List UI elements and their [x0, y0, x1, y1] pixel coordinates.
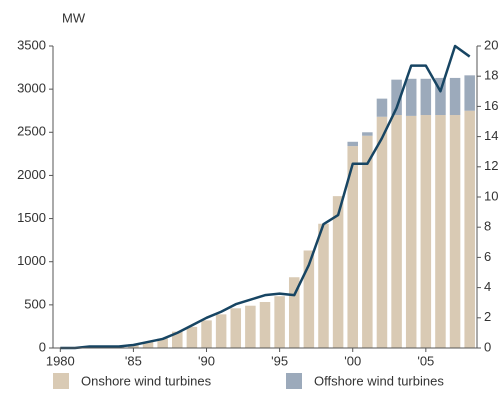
- bar: [172, 331, 183, 348]
- bar: [362, 132, 373, 136]
- line: [60, 44, 471, 350]
- bar: [391, 79, 402, 116]
- bar: [288, 277, 300, 348]
- bar: [303, 250, 315, 348]
- y2-tick-label: 12: [484, 158, 498, 173]
- y-tick-label: 1000: [17, 253, 46, 268]
- bar: [201, 320, 212, 348]
- bar: [186, 326, 198, 348]
- x-tick-label: '95: [271, 353, 288, 368]
- bar: [435, 115, 446, 349]
- x-tick-label: 1980: [46, 353, 75, 368]
- bar: [405, 78, 417, 116]
- bar: [347, 146, 358, 348]
- bar: [230, 308, 242, 348]
- bar: [157, 338, 168, 348]
- y-tick-label: 0: [39, 339, 46, 354]
- y2-tick-label: 0: [484, 339, 491, 354]
- legend-swatch: [53, 373, 69, 389]
- y2-tick-label: 18: [484, 68, 498, 83]
- x-tick-label: '00: [344, 353, 361, 368]
- bar: [347, 141, 358, 147]
- y2-tick-label: 16: [484, 98, 498, 113]
- y-tick-label: 2500: [17, 124, 46, 139]
- bar: [449, 115, 461, 349]
- y-tick-label: 2000: [17, 167, 46, 182]
- bar: [420, 115, 432, 349]
- y-tick-label: 500: [24, 296, 46, 311]
- bar: [362, 135, 373, 348]
- bar: [259, 302, 271, 348]
- bar: [376, 116, 388, 348]
- y2-tick-label: 10: [484, 188, 498, 203]
- y2-tick-label: 4: [484, 279, 491, 294]
- y2-tick-label: 2: [484, 309, 491, 324]
- x-tick-label: '85: [125, 353, 142, 368]
- y2-tick-label: 6: [484, 249, 491, 264]
- legend-swatch: [286, 373, 302, 389]
- bar: [405, 115, 417, 349]
- bar: [332, 196, 344, 348]
- y2-tick-label: 8: [484, 219, 491, 234]
- y-tick-label: 3000: [17, 81, 46, 96]
- y2-tick-label: 20: [484, 37, 498, 52]
- bar: [449, 77, 461, 116]
- bar: [274, 296, 285, 348]
- legend-label: Offshore wind turbines: [314, 373, 444, 388]
- y-unit-label: MW: [62, 10, 86, 25]
- y-tick-label: 3500: [17, 37, 46, 52]
- bar: [318, 223, 329, 348]
- y-tick-label: 1500: [17, 210, 46, 225]
- bar: [245, 305, 256, 348]
- bar: [376, 98, 388, 117]
- bar: [464, 110, 475, 348]
- bar: [435, 77, 446, 116]
- bar: [391, 115, 402, 349]
- bar: [420, 78, 432, 116]
- bar: [464, 75, 475, 111]
- bar: [215, 314, 227, 348]
- y2-tick-label: 14: [484, 128, 498, 143]
- bar: [142, 341, 154, 348]
- x-tick-label: '90: [198, 353, 215, 368]
- legend-label: Onshore wind turbines: [81, 373, 212, 388]
- x-tick-label: '05: [417, 353, 434, 368]
